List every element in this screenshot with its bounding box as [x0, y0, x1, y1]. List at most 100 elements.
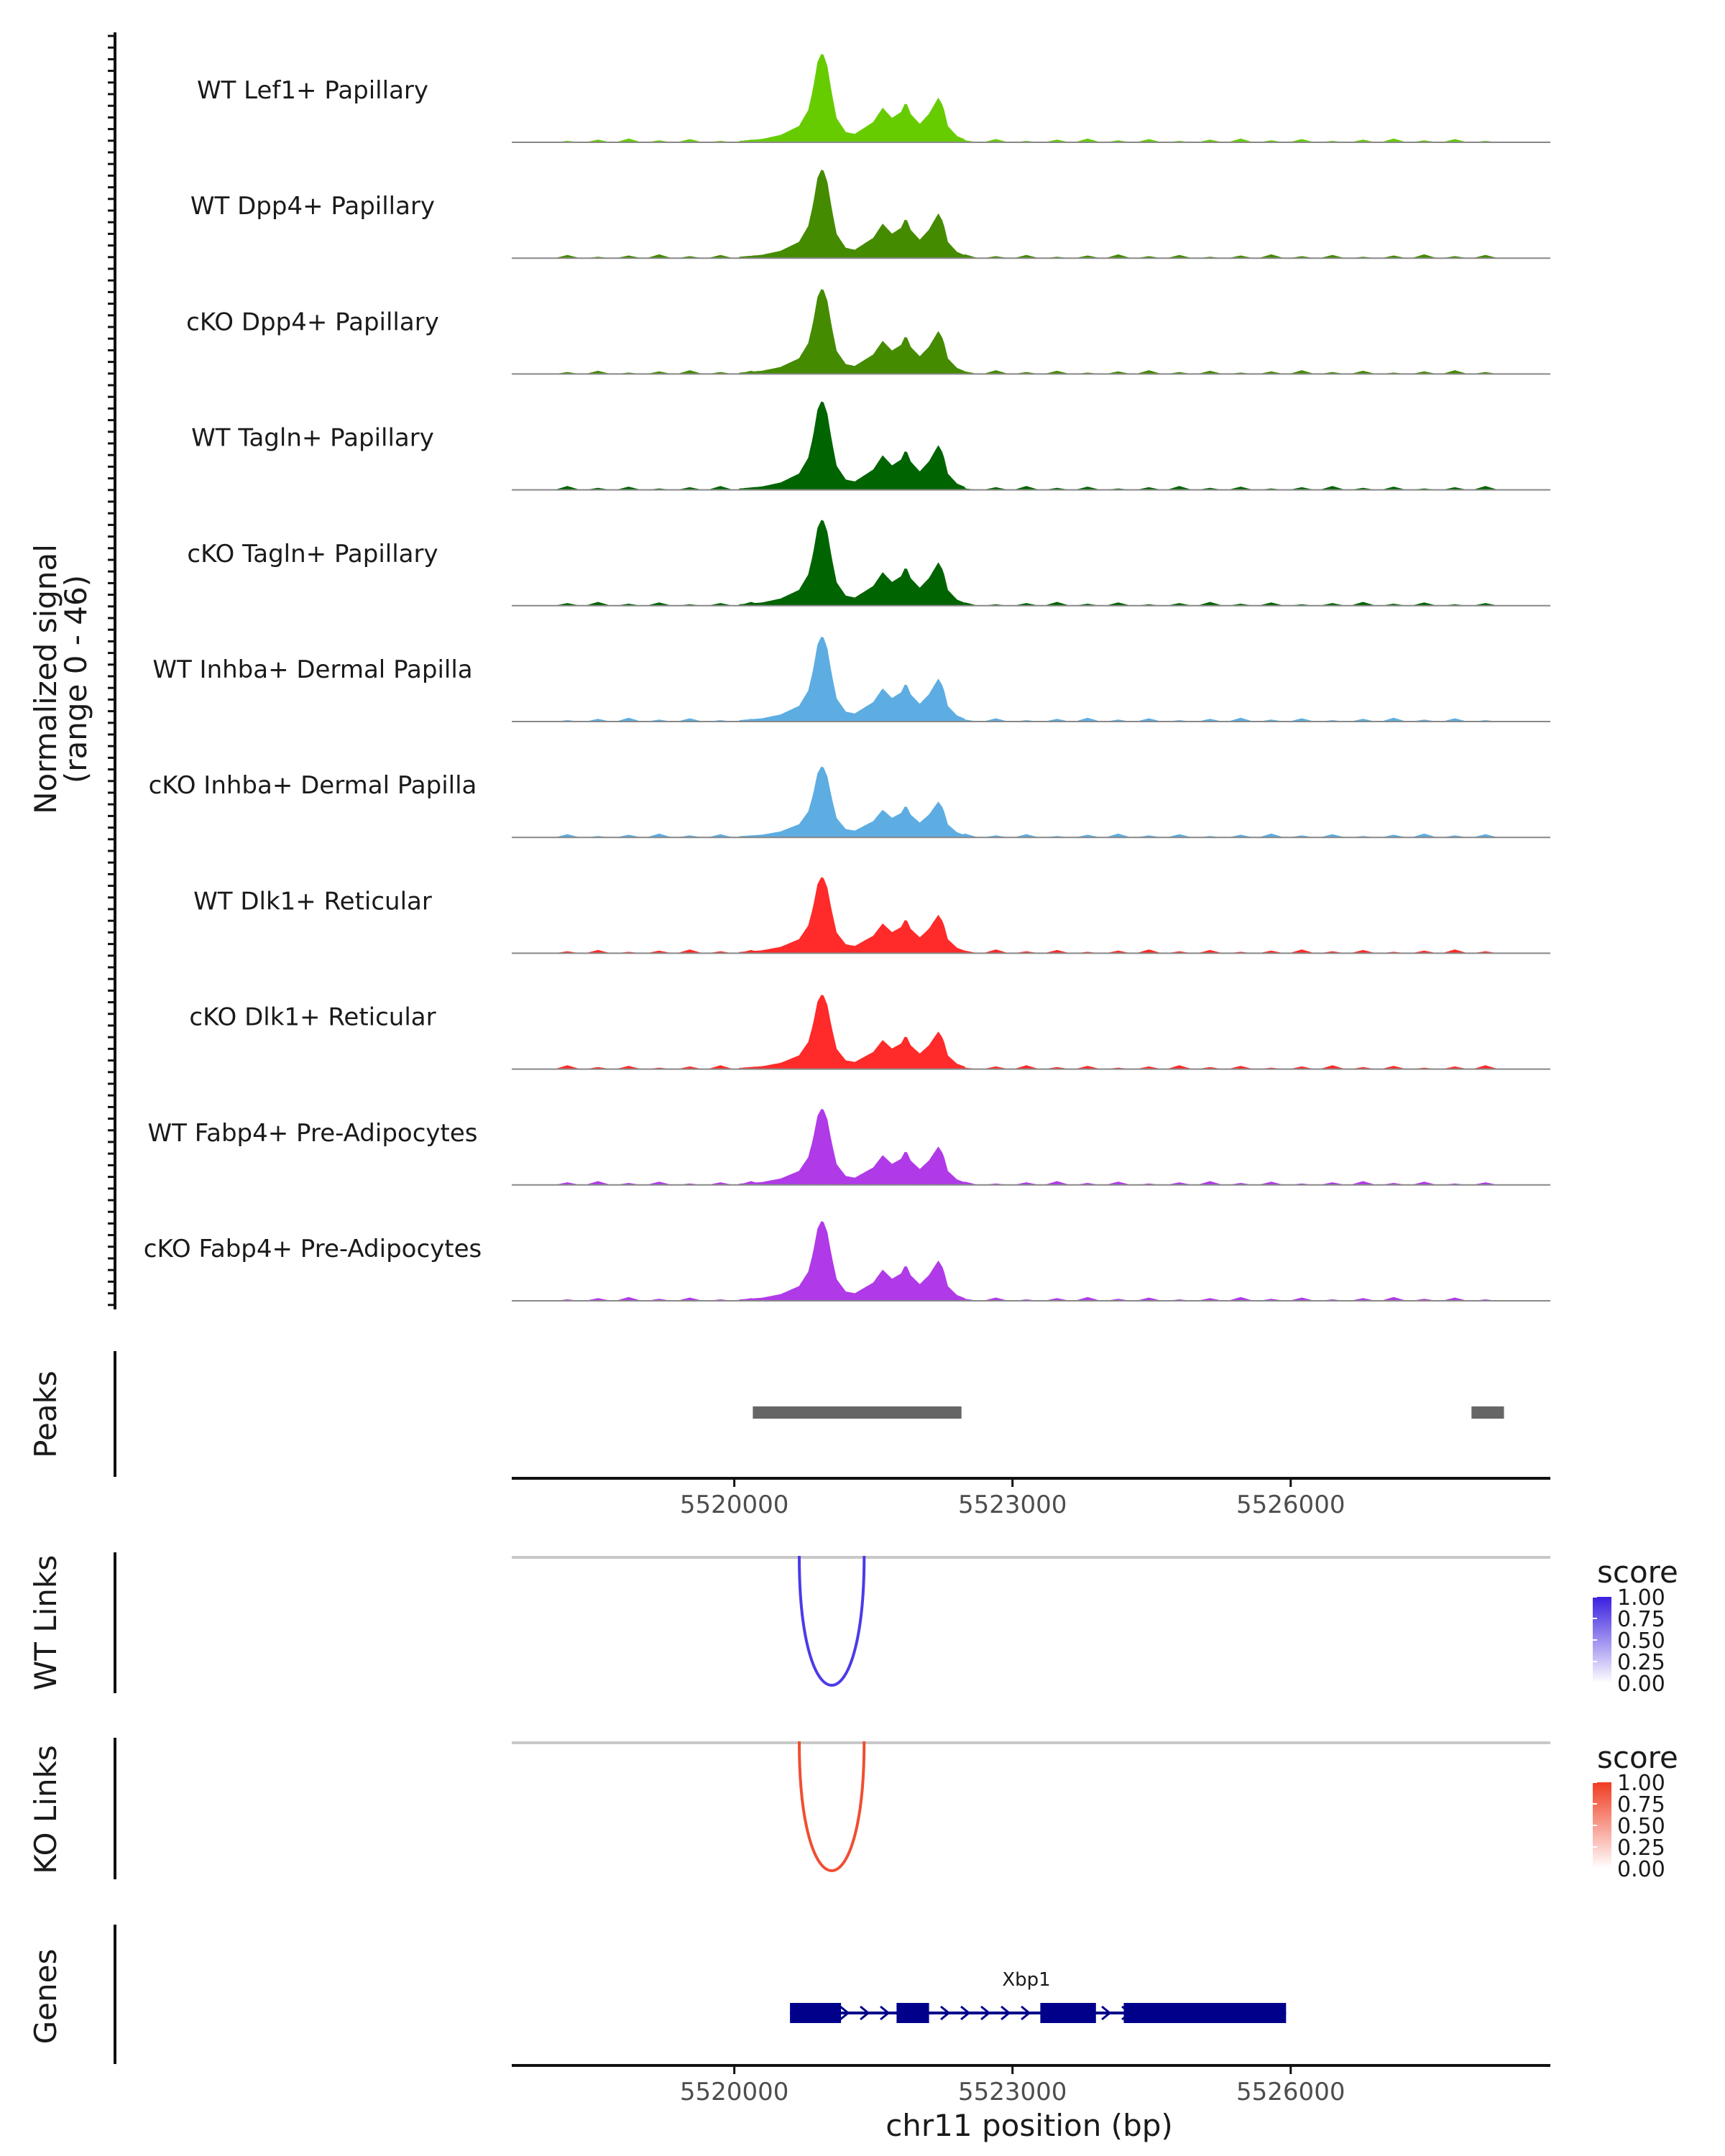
- coverage-area: [558, 289, 971, 374]
- coverage-bump: [921, 1066, 948, 1069]
- wt-link-arc: [798, 1555, 866, 1687]
- coverage-bump: [1258, 833, 1284, 838]
- wt-links-label: WT Links: [28, 1555, 63, 1690]
- coverage-bump: [983, 1297, 1009, 1301]
- coverage-bump: [768, 1296, 795, 1301]
- wt-score-legend: 1.000.750.500.250.00: [1593, 1585, 1665, 1697]
- peaks-panel: Peaks 5520000 5523000 5526000: [28, 1351, 1550, 1519]
- coverage-area: [558, 170, 971, 259]
- coverage-track: WT Tagln+ Papillary: [191, 401, 1550, 491]
- coverage-bump: [1136, 370, 1162, 374]
- coverage-bump: [1044, 370, 1070, 374]
- gene-name-label: Xbp1: [1002, 1969, 1050, 1991]
- coverage-y-axis: [108, 32, 116, 1309]
- coverage-bump: [1166, 254, 1192, 259]
- coverage-bump: [1411, 833, 1438, 838]
- coverage-bump: [1381, 138, 1407, 142]
- coverage-bump: [1350, 602, 1376, 606]
- coverage-bump: [1105, 1181, 1131, 1185]
- coverage-bump: [799, 602, 825, 606]
- coverage-bump: [921, 1296, 948, 1301]
- coverage-bump: [1075, 1296, 1101, 1301]
- coverage-bump: [983, 718, 1009, 722]
- coverage-bump: [1442, 370, 1468, 374]
- coverage-bump: [1472, 1065, 1499, 1069]
- coverage-bump: [676, 1297, 703, 1301]
- coverage-bump: [676, 139, 703, 142]
- coverage-bump: [860, 834, 887, 838]
- coverage-bump: [768, 487, 795, 490]
- coverage-bump: [1013, 834, 1039, 838]
- coverage-bump: [983, 949, 1009, 954]
- coverage-bump: [799, 833, 825, 838]
- coverage-bump: [1013, 1065, 1039, 1069]
- coverage-bump: [1197, 602, 1223, 606]
- coverage-bump: [676, 718, 703, 722]
- x-axis-top: 5520000 5523000 5526000: [680, 1478, 1345, 1519]
- coverage-bump: [554, 834, 581, 838]
- track-label: WT Dlk1+ Reticular: [193, 887, 432, 916]
- track-label: WT Inhba+ Dermal Papilla: [152, 655, 472, 684]
- track-label: cKO Fabp4+ Pre-Adipocytes: [144, 1235, 482, 1263]
- coverage-bump: [615, 487, 642, 490]
- coverage-bump: [1411, 254, 1438, 259]
- legend-tick-label: 0.00: [1617, 1672, 1665, 1697]
- coverage-bump: [768, 138, 795, 142]
- coverage-bump: [921, 717, 948, 722]
- coverage-bump: [829, 949, 856, 954]
- coverage-bump: [1105, 602, 1131, 606]
- coverage-bump: [646, 254, 673, 259]
- peak-region: [753, 1406, 962, 1419]
- track-label: WT Lef1+ Papillary: [197, 76, 428, 105]
- track-label: cKO Inhba+ Dermal Papilla: [149, 771, 477, 800]
- coverage-bump: [1289, 718, 1315, 722]
- coverage-area: [558, 401, 971, 491]
- coverage-bump: [1472, 834, 1499, 838]
- coverage-track: cKO Dlk1+ Reticular: [189, 995, 1550, 1070]
- coverage-area: [558, 877, 971, 954]
- genes-panel: Genes Xbp1 5520000 5523000 5526000 chr11 p…: [28, 1925, 1550, 2143]
- coverage-bump: [707, 254, 734, 259]
- coverage-bump: [1472, 486, 1499, 490]
- coverage-bump: [585, 1181, 611, 1185]
- coverage-bump: [860, 1065, 887, 1069]
- coverage-track: cKO Tagln+ Papillary: [187, 520, 1550, 607]
- coverage-bump: [1289, 949, 1315, 954]
- coverage-bump: [1075, 717, 1101, 722]
- x-tick-label: 5523000: [958, 2078, 1067, 2106]
- strand-arrow: [1101, 2005, 1112, 2021]
- coverage-track: cKO Dpp4+ Papillary: [186, 289, 1550, 375]
- coverage-bump: [615, 138, 642, 142]
- legend-tick-label: 0.25: [1617, 1835, 1665, 1861]
- track-label: cKO Dlk1+ Reticular: [189, 1003, 436, 1032]
- coverage-bump: [1136, 718, 1162, 722]
- ko-links-label: KO Links: [28, 1745, 63, 1874]
- coverage-bump: [737, 370, 764, 374]
- x-axis-title: chr11 position (bp): [886, 2108, 1173, 2143]
- coverage-bump: [737, 1181, 764, 1185]
- strand-arrow: [860, 2005, 870, 2021]
- coverage-bump: [585, 602, 611, 606]
- legend-tick-label: 1.00: [1617, 1771, 1665, 1796]
- coverage-bump: [1381, 1296, 1407, 1301]
- track-label: WT Dpp4+ Papillary: [190, 192, 435, 221]
- coverage-bump: [1013, 486, 1039, 490]
- coverage-bump: [1197, 370, 1223, 374]
- coverage-area: [558, 1221, 971, 1302]
- legend-tick-label: 0.00: [1617, 1857, 1665, 1882]
- track-label: WT Fabp4+ Pre-Adipocytes: [148, 1119, 478, 1148]
- legend-tick-label: 0.75: [1617, 1607, 1665, 1632]
- coverage-bump: [891, 602, 917, 606]
- wt-links-panel: WT Links score 1.000.750.500.250.00: [28, 1552, 1678, 1697]
- coverage-bump: [1258, 1181, 1284, 1185]
- coverage-track: WT Dlk1+ Reticular: [193, 877, 1550, 954]
- coverage-bump: [1442, 718, 1468, 722]
- coverage-bump: [1258, 254, 1284, 259]
- gene-exon: [1040, 2003, 1096, 2023]
- coverage-tracks: WT Lef1+ Papillary WT Dpp4+ Papillary cKO …: [144, 53, 1550, 1302]
- coverage-bump: [1075, 487, 1101, 490]
- coverage-bump: [1075, 138, 1101, 142]
- coverage-bump: [1105, 254, 1131, 259]
- coverage-bump: [554, 254, 581, 259]
